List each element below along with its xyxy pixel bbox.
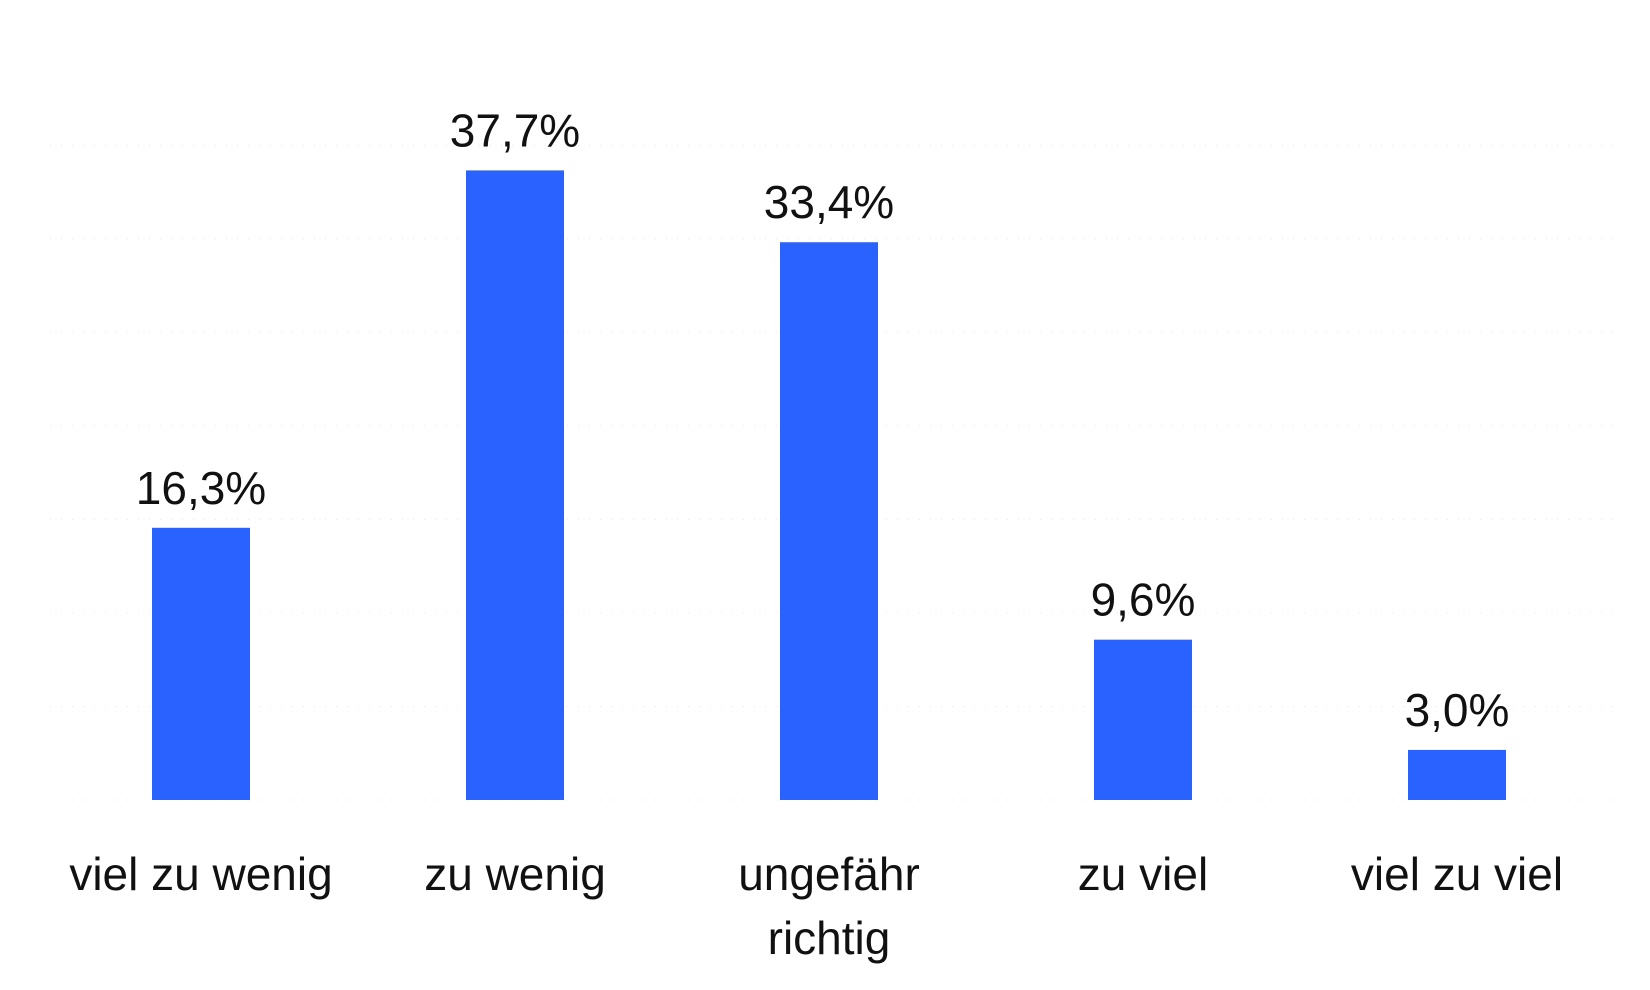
data-label: 3,0% <box>1405 684 1510 736</box>
data-label: 16,3% <box>136 462 266 514</box>
bar <box>1094 639 1192 800</box>
bars <box>152 170 1506 801</box>
category-label: viel zu wenig <box>69 848 332 900</box>
bar <box>466 170 564 800</box>
data-label: 33,4% <box>764 176 894 228</box>
category-label: zu viel <box>1078 848 1208 900</box>
category-label: zu wenig <box>424 848 606 900</box>
category-label-line: viel zu wenig <box>69 848 332 900</box>
category-label-line: zu viel <box>1078 848 1208 900</box>
data-label: 9,6% <box>1091 574 1196 626</box>
bar <box>1408 749 1506 800</box>
category-label-line: ungefähr <box>738 848 920 900</box>
category-label-line: viel zu viel <box>1351 848 1563 900</box>
category-label-line: zu wenig <box>424 848 606 900</box>
data-label: 37,7% <box>450 104 580 156</box>
value-labels: 16,3% 37,7% 33,4% 9,6% 3,0% <box>136 104 1510 735</box>
category-label: viel zu viel <box>1351 848 1563 900</box>
category-label-line: richtig <box>768 912 891 964</box>
bar <box>152 527 250 800</box>
category-label: ungefähr richtig <box>738 848 920 964</box>
category-labels: viel zu wenig zu wenig ungefähr richtig zu v… <box>69 848 1563 964</box>
bar <box>780 242 878 801</box>
